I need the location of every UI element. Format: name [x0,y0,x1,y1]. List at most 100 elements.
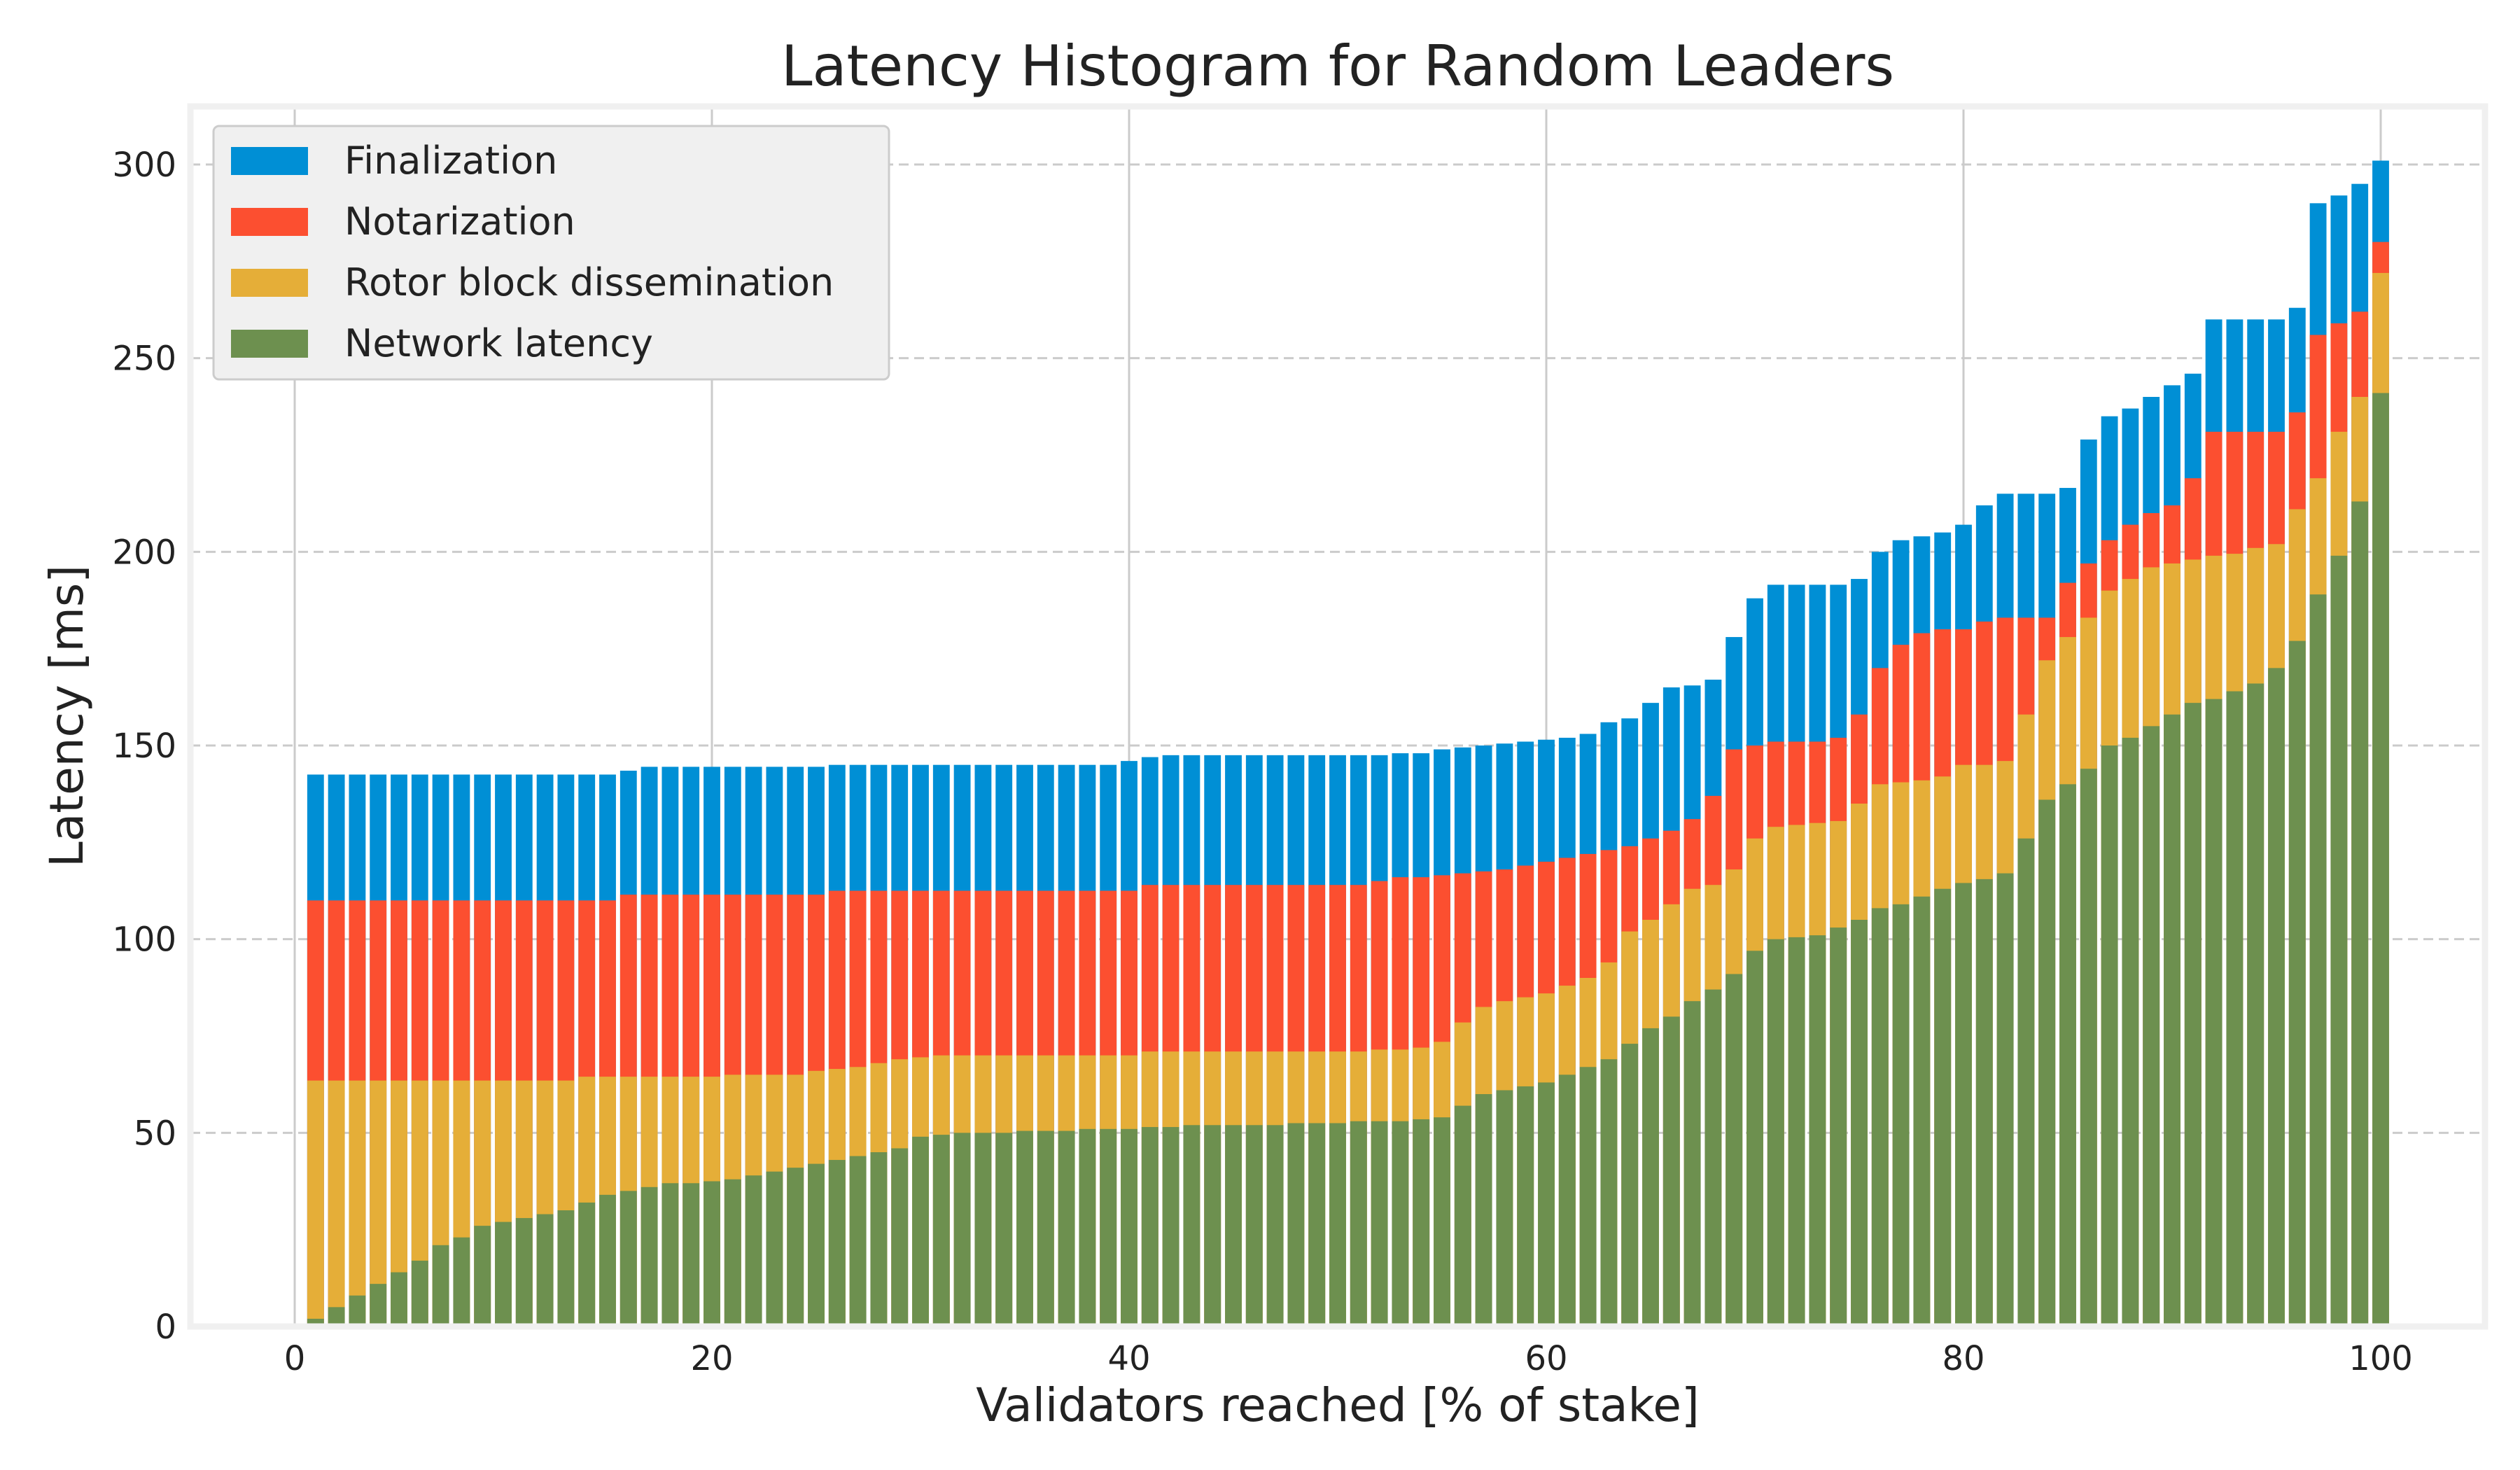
bar [599,1194,616,1326]
y-tick-label: 0 [155,1308,176,1347]
bar [891,1148,909,1326]
bar [1871,908,1889,1326]
y-tick-label: 150 [112,727,176,766]
y-tick-label: 100 [112,920,176,960]
bar [682,1183,700,1326]
bar [1934,888,1952,1326]
legend-label: Notarization [344,200,575,244]
bar [1392,1121,1409,1326]
bar [474,1226,491,1326]
bar [1621,1044,1639,1326]
bar [1350,1121,1367,1326]
bar [2330,555,2348,1326]
bar [2268,668,2285,1326]
bar [1016,1130,1033,1326]
x-tick-label: 80 [1942,1339,1984,1378]
bar [1475,1094,1492,1326]
bar [1329,1123,1346,1326]
legend: Finalization Notarization Rotor block diss… [212,125,890,381]
bar [1037,1130,1054,1326]
y-tick-label: 50 [134,1114,176,1153]
bar [391,1272,407,1326]
bar [391,1080,407,1326]
bar [1287,1123,1305,1326]
bar [328,1080,345,1326]
bar [1162,1127,1180,1326]
bar [2372,393,2389,1326]
legend-swatch [231,330,308,358]
bar [1892,904,1910,1326]
bar [1308,1123,1326,1326]
bar [787,1168,804,1326]
y-tick-label: 250 [112,340,176,379]
bar [662,1183,679,1326]
bar [1830,927,1847,1326]
bar [1851,920,1868,1326]
bar [1141,1127,1158,1326]
bar [2101,746,2118,1326]
bar [1913,896,1931,1326]
x-tick-label: 40 [1107,1339,1150,1378]
bar [1517,1086,1534,1326]
bar [1704,989,1722,1326]
bar [307,1080,324,1326]
bar [828,1160,846,1326]
bar [1809,935,1826,1326]
bar [1955,883,1972,1326]
bar [704,1181,720,1326]
bar [1558,1074,1576,1326]
bar [349,1080,366,1326]
bar [620,1191,637,1326]
bar [557,1210,575,1326]
bar [2288,640,2306,1326]
x-tick-label: 100 [2348,1339,2413,1378]
bar [1726,974,1743,1326]
bar [1225,1125,1242,1326]
legend-swatch [231,147,308,175]
legend-label: Rotor block dissemination [344,260,834,304]
legend-label: Network latency [344,321,653,365]
bar [1996,873,2014,1326]
y-axis-label: Latency [ms] [40,565,94,867]
bar [808,1163,825,1326]
bar [2038,799,2056,1326]
bar [578,1202,596,1326]
bar [1100,1128,1117,1326]
bar [1662,1016,1680,1326]
chart-title: Latency Histogram for Random Leaders [781,34,1894,99]
plot-frame [187,103,2488,1330]
bar [453,1237,470,1326]
bar [536,1214,554,1326]
bar [2164,714,2180,1326]
bars [307,160,2389,1327]
bar [640,1186,658,1326]
bar [1266,1125,1284,1326]
bar [912,1136,929,1326]
bar [870,1152,888,1326]
bar [2205,699,2222,1326]
bar [766,1171,783,1326]
bar [932,1135,950,1326]
x-axis-label: Validators reached [% of stake] [976,1378,1700,1432]
legend-swatch [231,208,308,236]
bar [370,1284,387,1326]
bar [1538,1082,1555,1326]
bar [2184,703,2202,1326]
bar [2122,737,2139,1326]
bar [1788,937,1805,1326]
bar [2059,784,2076,1326]
x-tick-label: 0 [284,1339,306,1378]
bar [1079,1128,1096,1326]
bar [995,1133,1013,1326]
bar [1684,1001,1701,1326]
bar [1434,1117,1450,1326]
bar [1642,1028,1659,1326]
legend-swatch [231,269,308,297]
bar [1767,939,1784,1326]
bar [1454,1105,1471,1326]
bar [1746,951,1763,1326]
bar [1579,1067,1597,1326]
bar [2351,501,2369,1326]
legend-box [212,125,890,381]
